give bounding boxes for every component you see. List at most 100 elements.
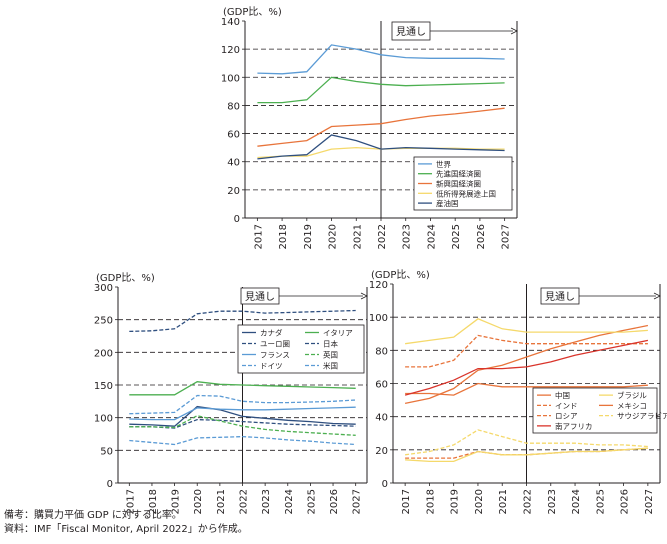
- series-line: [257, 76, 505, 104]
- legend-label: ブラジル: [617, 390, 647, 400]
- y-axis-label: (GDP比、%): [223, 6, 282, 18]
- y-tick-label: 100: [221, 73, 240, 84]
- x-tick-label: 2020: [474, 489, 485, 514]
- chart-top: 見通し 0 20 40 60 80 100 120 140 2017 2018 2019 2020 202…: [221, 6, 518, 249]
- x-tick-label: 2020: [328, 224, 339, 249]
- x-tick-label: 2022: [377, 224, 388, 249]
- x-tick-label: 2017: [401, 489, 412, 514]
- legend-label: ユーロ圏: [260, 340, 290, 349]
- series-line: [129, 381, 356, 396]
- series-line: [405, 447, 648, 463]
- y-tick-label: 80: [227, 101, 240, 112]
- y-tick-label: 100: [369, 313, 388, 324]
- projection-label: 見通し: [396, 26, 426, 38]
- legend-label: 先進国経済圏: [436, 169, 481, 179]
- y-tick-label: 140: [221, 17, 240, 28]
- series-line: [257, 134, 505, 160]
- x-tick-label: 2024: [426, 224, 437, 249]
- x-tick-label: 2027: [644, 489, 655, 514]
- x-tick-label: 2021: [352, 224, 363, 249]
- x-tick-label: 2020: [193, 489, 204, 514]
- legend-label: 産油国: [436, 198, 459, 208]
- y-tick-label: 120: [369, 280, 388, 291]
- series-line: [405, 382, 648, 396]
- chart-right: 見通し 0 20 40 60 80 100 120 2017 2018 2019 2020 2021 20…: [369, 269, 667, 514]
- x-tick-label: 2019: [303, 224, 314, 249]
- series-line: [405, 429, 648, 456]
- y-tick-label: 60: [227, 130, 240, 141]
- x-tick-label: 2025: [595, 489, 606, 514]
- x-tick-label: 2023: [261, 489, 272, 514]
- series-line: [257, 107, 505, 147]
- legend-box: [532, 387, 658, 434]
- y-tick-label: 60: [375, 380, 388, 391]
- y-tick-label: 40: [227, 158, 240, 169]
- y-tick-label: 200: [94, 348, 113, 359]
- y-axis-label: (GDP比、%): [371, 269, 430, 281]
- y-tick-label: 20: [227, 186, 240, 197]
- legend-label: 英国: [323, 350, 338, 360]
- x-tick-label: 2018: [148, 489, 159, 514]
- y-tick-label: 0: [107, 479, 113, 490]
- x-tick-label: 2018: [278, 224, 289, 249]
- legend-label: ドイツ: [260, 362, 283, 371]
- x-tick-label: 2021: [216, 489, 227, 514]
- legend-box: [237, 324, 365, 374]
- y-tick-label: 250: [94, 316, 113, 327]
- series-line: [129, 405, 356, 427]
- x-tick-label: 2027: [501, 224, 512, 249]
- x-tick-label: 2024: [284, 489, 295, 514]
- source-note: 資料：IMF「Fiscal Monitor, April 2022」から作成。: [4, 524, 248, 535]
- y-tick-label: 80: [375, 346, 388, 357]
- y-tick-label: 150: [94, 381, 113, 392]
- projection-label: 見通し: [245, 291, 275, 303]
- x-tick-label: 2024: [571, 489, 582, 514]
- y-tick-label: 50: [100, 446, 113, 457]
- x-tick-label: 2018: [425, 489, 436, 514]
- series-line: [404, 339, 649, 396]
- x-tick-label: 2026: [620, 489, 631, 514]
- y-tick-label: 20: [375, 446, 388, 457]
- y-tick-label: 120: [221, 45, 240, 56]
- legend-label: フランス: [260, 351, 290, 360]
- chart-left: 見通し 0 50 100 150 200 250 300 2017 2018 2019 2020 202…: [94, 272, 368, 514]
- x-tick-label: 2026: [329, 489, 340, 514]
- series-line: [129, 415, 356, 436]
- legend-label: メキシコ: [617, 401, 647, 410]
- x-tick-label: 2025: [306, 489, 317, 514]
- series-line: [405, 318, 648, 345]
- y-tick-label: 300: [94, 283, 113, 294]
- series-line: [129, 309, 356, 333]
- x-tick-label: 2027: [352, 489, 363, 514]
- legend-label: 日本: [323, 339, 338, 349]
- legend-label: 世界: [436, 159, 451, 169]
- projection-label: 見通し: [545, 291, 575, 303]
- legend-label: カナダ: [260, 328, 283, 338]
- series-line: [129, 394, 356, 415]
- x-tick-label: 2019: [450, 489, 461, 514]
- x-tick-label: 2025: [451, 224, 462, 249]
- y-axis-label: (GDP比、%): [96, 272, 155, 284]
- legend-label: 米国: [323, 361, 338, 371]
- legend-label: インド: [555, 401, 578, 410]
- y-tick-label: 0: [234, 214, 240, 225]
- legend-label: 中国: [555, 390, 570, 400]
- y-tick-label: 100: [94, 414, 113, 425]
- chart-notes: 備考：購買力平価 GDP に対する比率。 資料：IMF「Fiscal Monit…: [4, 509, 248, 537]
- series-line: [129, 435, 356, 446]
- x-tick-label: 2026: [476, 224, 487, 249]
- legend-label: ロシア: [555, 412, 578, 421]
- x-tick-label: 2017: [253, 224, 264, 249]
- x-tick-label: 2022: [523, 489, 534, 514]
- x-tick-label: 2021: [498, 489, 509, 514]
- series-line: [405, 334, 648, 368]
- series-line: [257, 44, 505, 75]
- remark-note: 備考：購買力平価 GDP に対する比率。: [4, 510, 182, 521]
- series-line: [404, 324, 649, 405]
- x-tick-label: 2023: [547, 489, 558, 514]
- legend-label: 南アフリカ: [555, 421, 593, 431]
- x-tick-label: 2023: [402, 224, 413, 249]
- y-tick-label: 0: [382, 479, 388, 490]
- x-tick-label: 2022: [239, 489, 250, 514]
- legend-label: 低所得発展途上国: [436, 188, 496, 198]
